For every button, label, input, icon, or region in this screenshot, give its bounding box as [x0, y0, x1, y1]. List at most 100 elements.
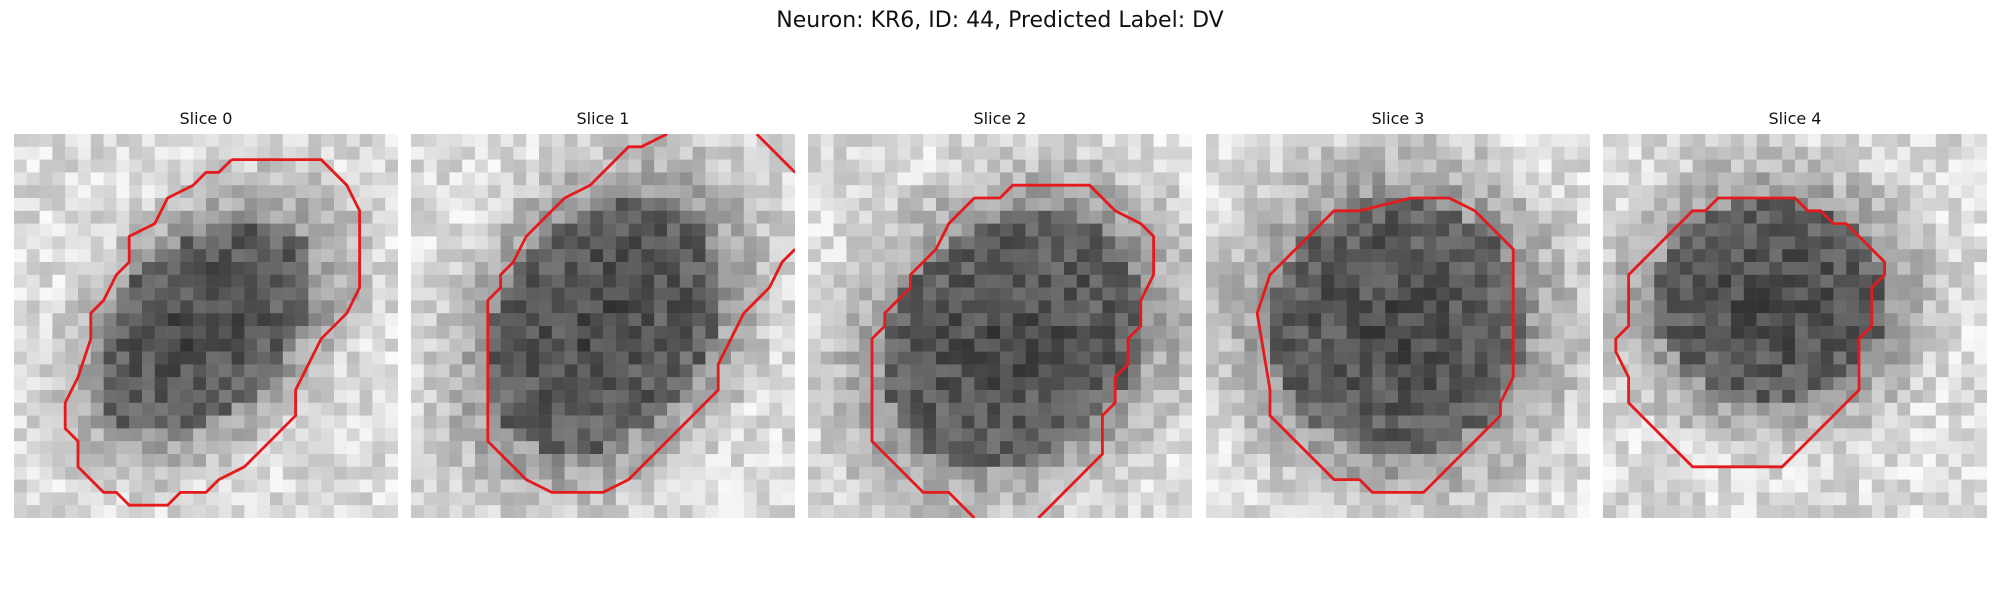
pixel [1218, 479, 1232, 493]
pixel [270, 466, 284, 480]
pixel [1359, 262, 1373, 276]
pixel [782, 364, 795, 378]
pixel [321, 377, 335, 391]
pixel [1218, 198, 1232, 212]
pixel [1820, 492, 1834, 506]
pixel [1128, 313, 1142, 327]
pixel [1923, 300, 1937, 314]
pixel [1846, 313, 1860, 327]
pixel [769, 313, 783, 327]
pixel [884, 262, 898, 276]
pixel [1782, 172, 1796, 186]
pixel [26, 415, 40, 429]
pixel [1833, 364, 1847, 378]
pixel [359, 198, 373, 212]
pixel [1244, 377, 1258, 391]
pixel [1756, 492, 1770, 506]
pixel [820, 185, 834, 199]
pixel [1667, 326, 1681, 340]
pixel [1769, 172, 1783, 186]
pixel [231, 415, 245, 429]
pixel [948, 454, 962, 468]
pixel [1410, 172, 1424, 186]
pixel [244, 223, 258, 237]
pixel [180, 377, 194, 391]
pixel [1334, 210, 1348, 224]
pixel [475, 262, 489, 276]
pixel [1410, 454, 1424, 468]
pixel [282, 159, 296, 173]
pixel [1321, 300, 1335, 314]
pixel [859, 466, 873, 480]
pixel [808, 198, 822, 212]
pixel [487, 466, 501, 480]
pixel [411, 134, 425, 148]
pixel [679, 249, 693, 263]
pixel [244, 198, 258, 212]
pixel [1257, 466, 1271, 480]
pixel [654, 415, 668, 429]
pixel [1692, 223, 1706, 237]
pixel [679, 351, 693, 365]
pixel [603, 364, 617, 378]
pixel [346, 390, 360, 404]
pixel [577, 223, 591, 237]
pixel [1538, 210, 1552, 224]
pixel [833, 326, 847, 340]
pixel [1526, 454, 1540, 468]
pixel [1961, 300, 1975, 314]
pixel [756, 236, 770, 250]
pixel [1628, 428, 1642, 442]
pixel [1526, 428, 1540, 442]
pixel [308, 428, 322, 442]
slice-title-4: Slice 4 [1768, 109, 1822, 128]
pixel [180, 198, 194, 212]
pixel [193, 364, 207, 378]
pixel [1385, 210, 1399, 224]
pixel [282, 134, 296, 148]
pixel [1462, 159, 1476, 173]
pixel [270, 185, 284, 199]
pixel [1551, 210, 1565, 224]
pixel [910, 441, 924, 455]
pixel [1487, 300, 1501, 314]
pixel [1961, 223, 1975, 237]
pixel [1076, 274, 1090, 288]
pixel [1615, 210, 1629, 224]
pixel [1449, 300, 1463, 314]
pixel [679, 223, 693, 237]
pixel [1974, 505, 1987, 518]
pixel [961, 146, 975, 160]
pixel [129, 134, 143, 148]
pixel [257, 338, 271, 352]
pixel [282, 198, 296, 212]
pixel [1064, 377, 1078, 391]
pixel [1462, 146, 1476, 160]
pixel [1270, 338, 1284, 352]
pixel [1820, 505, 1834, 518]
pixel [423, 249, 437, 263]
pixel [667, 159, 681, 173]
pixel [1231, 210, 1245, 224]
pixel [1910, 364, 1924, 378]
pixel [1449, 210, 1463, 224]
pixel [615, 159, 629, 173]
pixel [1871, 326, 1885, 340]
pixel [603, 223, 617, 237]
pixel [603, 185, 617, 199]
pixel [1064, 390, 1078, 404]
pixel [1231, 326, 1245, 340]
pixel [116, 313, 130, 327]
pixel [1231, 505, 1245, 518]
pixel [948, 287, 962, 301]
pixel [577, 313, 591, 327]
pixel [1577, 313, 1590, 327]
pixel [705, 134, 719, 148]
pixel [1474, 172, 1488, 186]
pixel [833, 466, 847, 480]
pixel [1462, 134, 1476, 148]
pixel [833, 159, 847, 173]
pixel [52, 134, 66, 148]
pixel [1038, 390, 1052, 404]
pixel [603, 390, 617, 404]
